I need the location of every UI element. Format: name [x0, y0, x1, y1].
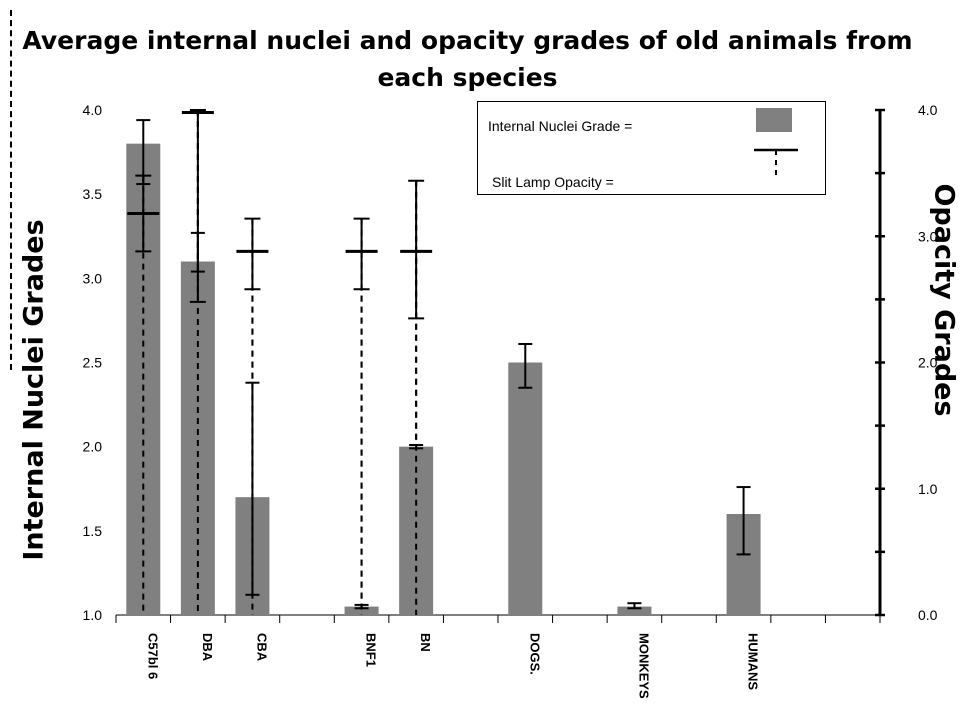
y-tick-label-right: 3.0: [918, 228, 938, 244]
y-tick-label-left: 2.5: [83, 355, 103, 371]
y-tick-label-right: 2.0: [918, 355, 938, 371]
legend-marker-icon: [754, 148, 798, 180]
left-edge-dashed-line: [10, 10, 12, 370]
x-category-label: HUMANS: [746, 633, 761, 690]
chart-title: Average internal nuclei and opacity grad…: [22, 26, 913, 92]
x-category-label: C57bl 6: [145, 633, 160, 679]
x-category-label: MONKEYS: [636, 633, 651, 699]
y-tick-label-left: 1.0: [83, 607, 103, 623]
legend-bar-label: Internal Nuclei Grade =: [488, 118, 633, 134]
y-tick-label-left: 4.0: [83, 102, 103, 118]
legend-marker-label: Slit Lamp Opacity =: [492, 174, 614, 190]
nuclei-bar: [399, 446, 434, 615]
nuclei-bar: [508, 362, 543, 615]
x-category-label: CBA: [254, 633, 269, 662]
x-category-label: BN: [418, 633, 433, 652]
x-category-label: BNF1: [364, 633, 379, 667]
y-tick-label-right: 1.0: [918, 481, 938, 497]
y-tick-label-left: 2.0: [83, 439, 103, 455]
x-category-label: DBA: [200, 633, 215, 662]
legend-bar-swatch: [756, 108, 792, 132]
y-tick-label-right: 4.0: [918, 102, 938, 118]
legend: Internal Nuclei Grade = Slit Lamp Opacit…: [477, 101, 826, 195]
y-tick-label-right: 0.0: [918, 607, 938, 623]
y-tick-label-left: 3.0: [83, 270, 103, 286]
y-tick-label-left: 3.5: [83, 186, 103, 202]
x-category-label: DOGS.: [527, 633, 542, 675]
nuclei-bar: [617, 606, 652, 615]
y-tick-label-left: 1.5: [83, 523, 103, 539]
nuclei-bar: [344, 606, 379, 615]
